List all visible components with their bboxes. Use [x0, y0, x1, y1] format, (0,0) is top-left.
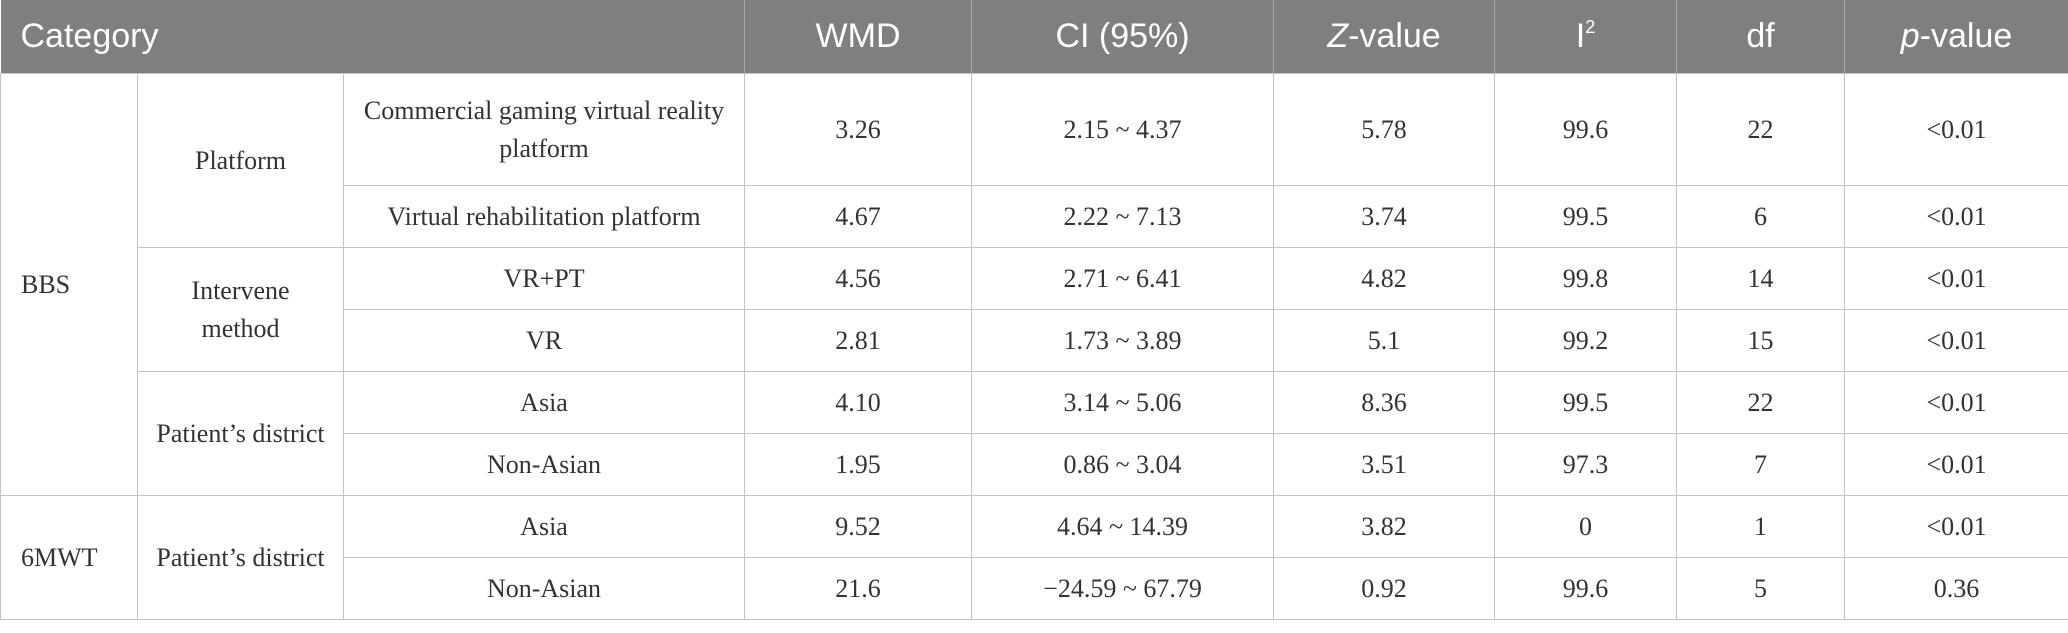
value-cell: 4.67: [744, 185, 973, 248]
value-cell: 2.15 ~ 4.37: [971, 73, 1275, 186]
table-row: Non-Asian 21.6 −24.59 ~ 67.79 0.92 99.6 5 0.36: [1, 557, 2068, 620]
subgroup-label: Intervene method: [137, 247, 344, 372]
value-cell: 3.26: [744, 73, 973, 186]
table-row: Patient’s district Asia 4.10 3.14 ~ 5.06 8.3…: [1, 371, 2068, 496]
table-row: 6MWT Patient’s district Asia 9.52 4.64 ~ 14.…: [0, 495, 2068, 620]
value-cell: 4.56: [744, 247, 973, 310]
row-label: Virtual rehabilitation platform: [342, 185, 746, 248]
value-cell: −24.59 ~ 67.79: [971, 557, 1275, 620]
header-italic: Z: [1327, 17, 1349, 55]
subgroup-label: Patient’s district: [137, 495, 344, 620]
table-row: Non-Asian 1.95 0.86 ~ 3.04 3.51 97.3 7 <0.01: [1, 433, 2068, 496]
header-text: -value: [1348, 17, 1441, 55]
value-cell: <0.01: [1844, 247, 2068, 310]
value-cell: <0.01: [1844, 371, 2068, 434]
value-cell: 99.2: [1494, 309, 1678, 372]
value-cell: 21.6: [744, 557, 973, 620]
value-cell: 8.36: [1273, 371, 1496, 434]
value-cell: 1: [1676, 495, 1846, 558]
subgroup-label: Platform: [137, 73, 344, 248]
value-cell: 3.82: [1273, 495, 1496, 558]
value-cell: 4.10: [744, 371, 973, 434]
results-table: Category WMD CI (95%) Z-value I2 df p-value BB…: [0, 0, 2068, 620]
row-label: VR+PT: [342, 247, 746, 310]
value-cell: 5.78: [1273, 73, 1496, 186]
header-row: Category WMD CI (95%) Z-value I2 df p-value: [0, 0, 2068, 74]
value-cell: 1.95: [744, 433, 973, 496]
value-cell: <0.01: [1844, 185, 2068, 248]
header-cell: Z-value: [1273, 0, 1496, 74]
value-cell: 99.5: [1494, 371, 1678, 434]
value-cell: 3.51: [1273, 433, 1496, 496]
header-italic: p: [1900, 17, 1920, 55]
value-cell: 3.74: [1273, 185, 1496, 248]
value-cell: <0.01: [1844, 495, 2068, 558]
header-cell: CI (95%): [971, 0, 1275, 74]
header-cell: Category: [0, 0, 746, 74]
value-cell: 97.3: [1494, 433, 1678, 496]
header-cell: WMD: [744, 0, 973, 74]
table-row: Intervene method VR+PT 4.56 2.71 ~ 6.41 4.82…: [1, 247, 2068, 372]
row-label: Asia: [342, 371, 746, 434]
row-label: Non-Asian: [342, 557, 746, 620]
value-cell: 99.5: [1494, 185, 1678, 248]
value-cell: <0.01: [1844, 433, 2068, 496]
value-cell: 4.82: [1273, 247, 1496, 310]
value-cell: 5.1: [1273, 309, 1496, 372]
value-cell: 0.86 ~ 3.04: [971, 433, 1275, 496]
header-text: I: [1575, 17, 1586, 55]
subgroup-label: Patient’s district: [137, 371, 344, 496]
value-cell: 99.6: [1494, 557, 1678, 620]
table-row: BBS Platform Commercial gaming virtual rea…: [0, 73, 2068, 496]
row-label: Non-Asian: [342, 433, 746, 496]
value-cell: 2.22 ~ 7.13: [971, 185, 1275, 248]
value-cell: 99.6: [1494, 73, 1678, 186]
value-cell: 0.36: [1844, 557, 2068, 620]
header-cell: df: [1676, 0, 1846, 74]
value-cell: 2.81: [744, 309, 973, 372]
value-cell: 6: [1676, 185, 1846, 248]
value-cell: 5: [1676, 557, 1846, 620]
value-cell: <0.01: [1844, 309, 2068, 372]
value-cell: 4.64 ~ 14.39: [971, 495, 1275, 558]
value-cell: 99.8: [1494, 247, 1678, 310]
value-cell: 22: [1676, 371, 1846, 434]
value-cell: 0.92: [1273, 557, 1496, 620]
row-label: Asia: [342, 495, 746, 558]
table-body: BBS Platform Commercial gaming virtual rea…: [0, 73, 2068, 620]
header-cell: I2: [1494, 0, 1678, 74]
value-cell: <0.01: [1844, 73, 2068, 186]
value-cell: 2.71 ~ 6.41: [971, 247, 1275, 310]
group-label: BBS: [0, 73, 138, 496]
value-cell: 14: [1676, 247, 1846, 310]
header-cell: p-value: [1844, 0, 2068, 74]
value-cell: 3.14 ~ 5.06: [971, 371, 1275, 434]
value-cell: 15: [1676, 309, 1846, 372]
value-cell: 1.73 ~ 3.89: [971, 309, 1275, 372]
row-label: Commercial gaming virtual reality platfo…: [342, 73, 746, 186]
value-cell: 0: [1494, 495, 1678, 558]
row-label: VR: [342, 309, 746, 372]
value-cell: 22: [1676, 73, 1846, 186]
header-text: -value: [1919, 17, 2013, 55]
header-sup: 2: [1585, 17, 1596, 37]
value-cell: 9.52: [744, 495, 973, 558]
value-cell: 7: [1676, 433, 1846, 496]
group-label: 6MWT: [0, 495, 138, 620]
